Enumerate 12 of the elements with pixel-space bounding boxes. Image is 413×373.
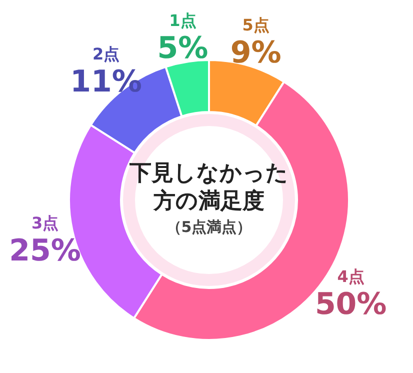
slice-label: 5点 — [242, 16, 270, 35]
data-label: 50% — [314, 287, 387, 322]
text: 下見しなかった方の満足度 — [128, 161, 288, 214]
data-label: 25% — [9, 234, 81, 269]
data-label: 11% — [70, 64, 142, 100]
slice-label: 4点 — [337, 267, 364, 286]
slice-label: 2点 — [92, 44, 120, 64]
text: （5点満点） — [166, 218, 252, 236]
data-label: 9% — [230, 36, 282, 71]
slice-label: 3点 — [31, 214, 59, 233]
slice-label: 1点 — [169, 11, 196, 30]
data-label: 5% — [157, 31, 208, 66]
